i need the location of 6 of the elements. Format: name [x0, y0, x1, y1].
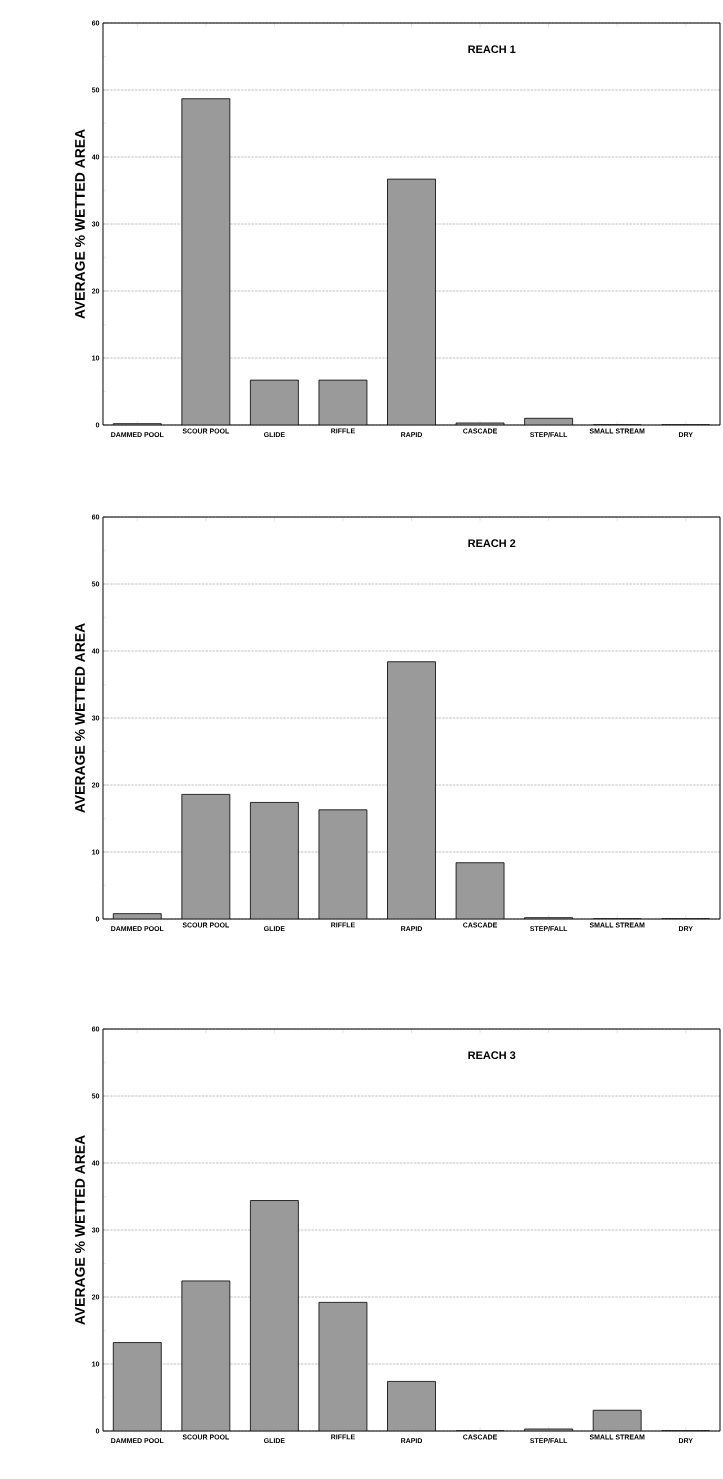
- text: REACH 1: [468, 45, 516, 54]
- text: REACH 3: [468, 1051, 516, 1060]
- y-axis-title: AVERAGE % WETTED AREA: [75, 129, 85, 319]
- text: REACH 2: [468, 539, 516, 548]
- y-axis-title: AVERAGE % WETTED AREA: [75, 1135, 85, 1325]
- y-axis-title: AVERAGE % WETTED AREA: [75, 623, 85, 813]
